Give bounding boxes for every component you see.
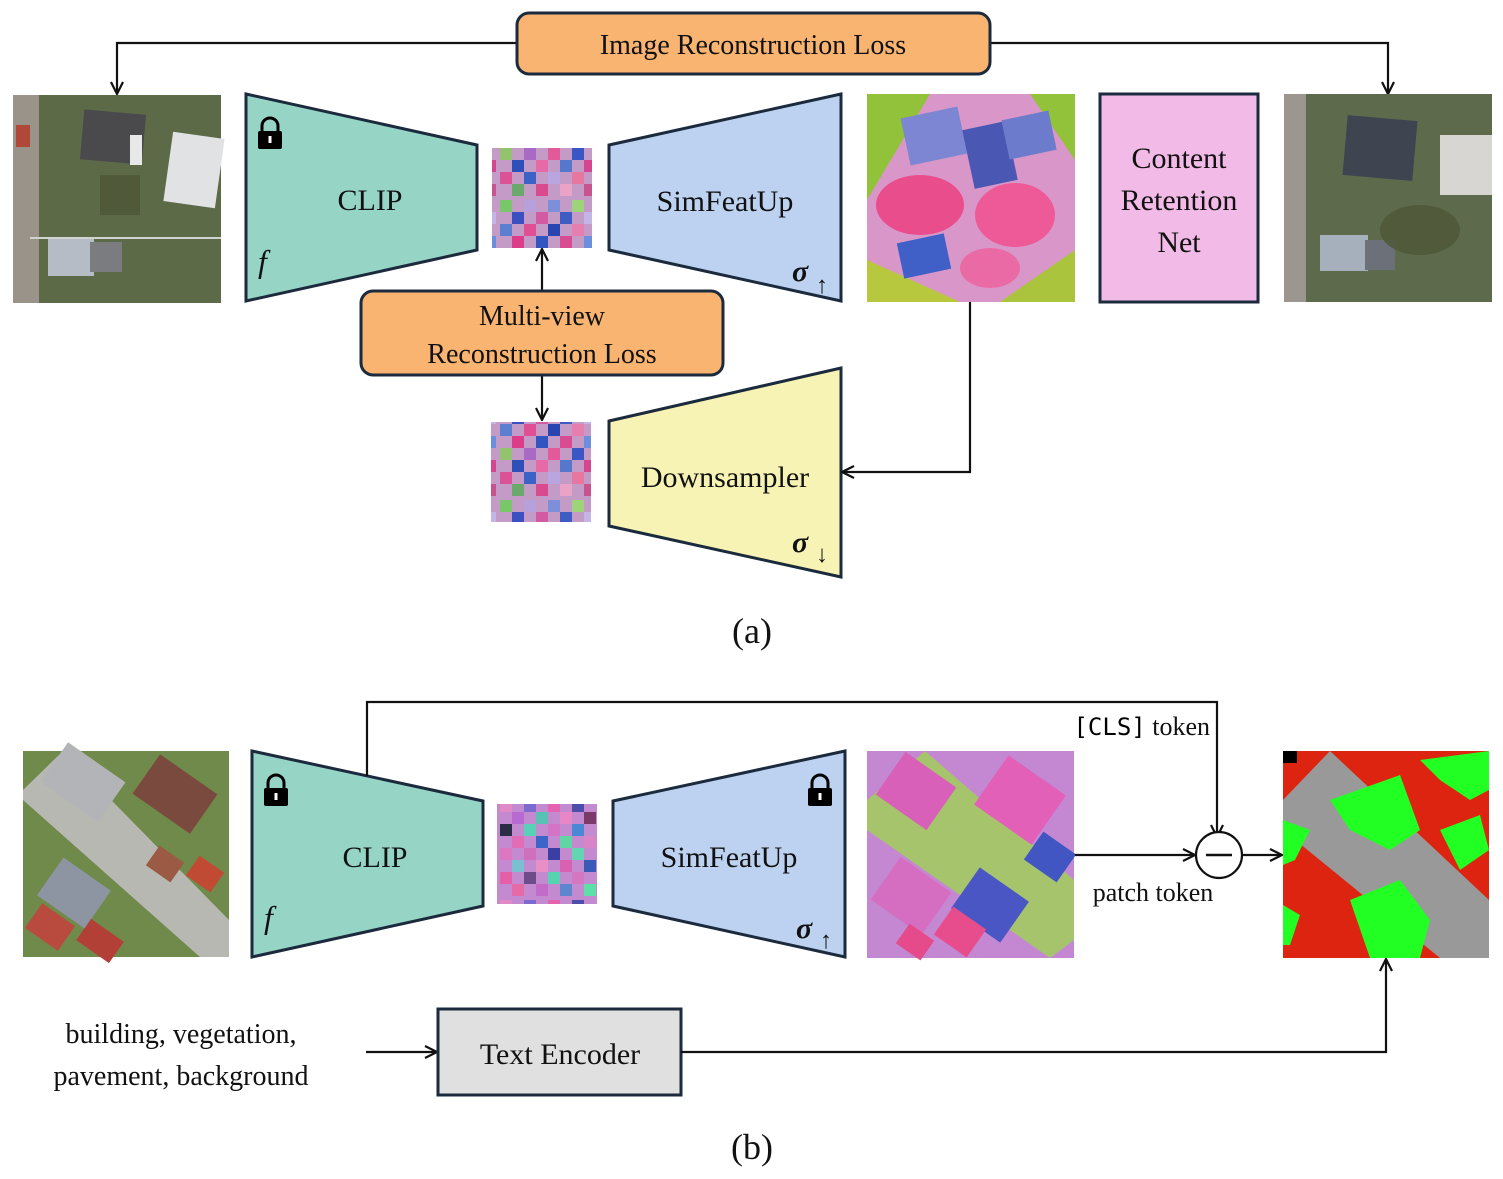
- downsampler: Downsampler σ ↓: [607, 366, 843, 579]
- caption-a: (a): [732, 611, 772, 651]
- image-reconstruction-loss-box: Image Reconstruction Loss: [515, 11, 992, 76]
- up-arrow-icon: ↑: [816, 273, 828, 299]
- clip-label-a: CLIP: [337, 184, 402, 217]
- subtraction-operator: [1194, 830, 1244, 880]
- sigma-up-symbol-a: σ: [792, 255, 809, 288]
- up-arrow-icon: ↑: [820, 928, 832, 954]
- segmentation-map: [1283, 751, 1489, 958]
- image-loss-arrow-right: [990, 41, 1388, 93]
- lock-icon: [258, 116, 282, 149]
- lowres-feature-map-b: [497, 804, 597, 904]
- caption-b: (b): [731, 1127, 773, 1167]
- text-encoder-label: Text Encoder: [480, 1038, 640, 1071]
- highres-feature-map-b: [867, 751, 1077, 961]
- cls-token-arrow: [365, 700, 1217, 836]
- class-names-line1: building, vegetation,: [66, 1019, 297, 1050]
- clip-label-b: CLIP: [342, 841, 407, 874]
- multiview-reconstruction-loss-box: Multi-view Reconstruction Loss: [359, 289, 725, 377]
- multiview-loss-label-line1: Multi-view: [479, 301, 606, 332]
- patch-token-label: patch token: [1093, 878, 1214, 907]
- simfeatup-label-b: SimFeatUp: [661, 841, 798, 874]
- clip-encoder-b: CLIP f: [250, 749, 485, 959]
- downsampler-label: Downsampler: [641, 461, 809, 494]
- clip-encoder-a: CLIP f: [244, 92, 479, 303]
- image-loss-label: Image Reconstruction Loss: [600, 30, 906, 61]
- simfeatup-upsampler-a: SimFeatUp σ ↑: [607, 92, 843, 303]
- sigma-up-symbol-b: σ: [796, 912, 813, 945]
- lowres-feature-map-a: [492, 148, 592, 248]
- lock-icon: [808, 773, 832, 806]
- image-loss-arrow-left: [117, 41, 517, 93]
- input-aerial-image-a: [13, 95, 225, 303]
- simfeatup-label-a: SimFeatUp: [657, 185, 794, 218]
- upsampled-to-downsampler-arrow: [843, 302, 972, 472]
- content-retention-net-box: Content Retention Net: [1098, 92, 1260, 304]
- simfeatup-upsampler-b: SimFeatUp σ ↑: [611, 749, 847, 959]
- cls-token-label: [CLS] token: [1073, 712, 1210, 741]
- crn-label-line3: Net: [1157, 226, 1201, 259]
- multiview-loss-label-line2: Reconstruction Loss: [427, 339, 656, 370]
- reconstructed-image-a: [1284, 94, 1492, 302]
- sigma-down-symbol: σ: [792, 526, 809, 559]
- text-encoder-to-segmentation-arrow: [681, 960, 1386, 1054]
- downsampled-feature-map-a: [491, 422, 591, 522]
- highres-feature-map-a: [867, 94, 1075, 302]
- input-aerial-image-b: [23, 742, 229, 964]
- down-arrow-icon: ↓: [816, 542, 828, 568]
- crn-label-line1: Content: [1132, 142, 1228, 175]
- text-encoder-box: Text Encoder: [436, 1007, 683, 1097]
- class-names-line2: pavement, background: [53, 1061, 308, 1092]
- crn-label-line2: Retention: [1121, 184, 1238, 217]
- lock-icon: [264, 773, 288, 806]
